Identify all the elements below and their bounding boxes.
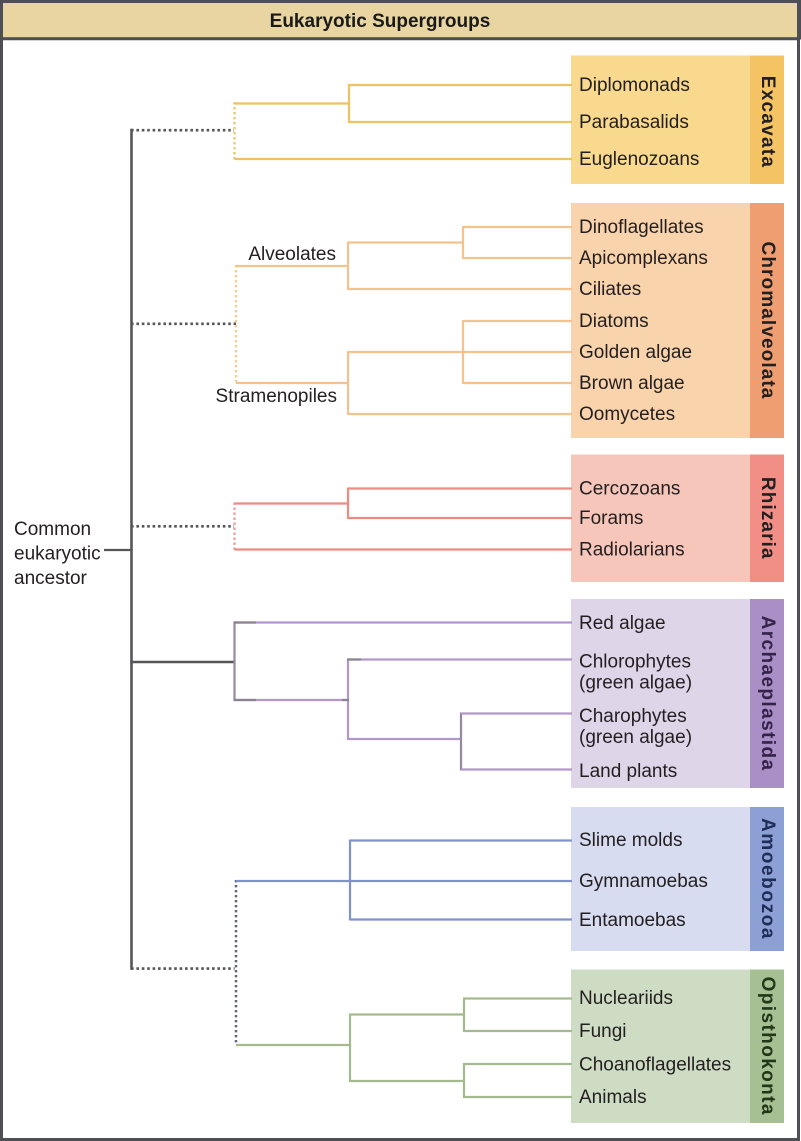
svg-text:Cercozoans: Cercozoans [579, 479, 680, 500]
svg-text:Chromalveolata: Chromalveolata [757, 242, 778, 400]
svg-text:Archaeplastida: Archaeplastida [757, 616, 778, 772]
svg-text:Common: Common [14, 519, 91, 540]
svg-text:Oomycetes: Oomycetes [579, 404, 675, 425]
svg-text:Chlorophytes: Chlorophytes [579, 652, 691, 673]
svg-text:Excavata: Excavata [757, 76, 778, 168]
svg-text:(green algae): (green algae) [579, 727, 692, 748]
svg-text:Eukaryotic Supergroups: Eukaryotic Supergroups [270, 11, 491, 32]
svg-text:Slime molds: Slime molds [579, 830, 682, 851]
svg-text:Amoebozoa: Amoebozoa [757, 818, 778, 940]
svg-text:Euglenozoans: Euglenozoans [579, 149, 699, 170]
svg-text:Entamoebas: Entamoebas [579, 910, 686, 931]
svg-text:Land plants: Land plants [579, 761, 677, 782]
svg-text:Parabasalids: Parabasalids [579, 112, 689, 133]
svg-text:Radiolarians: Radiolarians [579, 540, 685, 561]
svg-text:Gymnamoebas: Gymnamoebas [579, 871, 708, 892]
svg-text:Fungi: Fungi [579, 1021, 627, 1042]
svg-text:Diplomonads: Diplomonads [579, 75, 690, 96]
svg-text:Red algae: Red algae [579, 613, 666, 634]
svg-text:Dinoflagellates: Dinoflagellates [579, 217, 704, 238]
svg-text:eukaryotic: eukaryotic [14, 544, 101, 565]
svg-text:Golden algae: Golden algae [579, 342, 692, 363]
svg-text:ancestor: ancestor [14, 568, 88, 589]
svg-text:Animals: Animals [579, 1087, 647, 1108]
svg-text:Nucleariids: Nucleariids [579, 988, 673, 1009]
svg-text:Choanoflagellates: Choanoflagellates [579, 1055, 731, 1076]
svg-text:Stramenopiles: Stramenopiles [216, 386, 337, 407]
svg-text:Rhizaria: Rhizaria [757, 477, 778, 560]
svg-text:Alveolates: Alveolates [248, 244, 336, 265]
svg-text:(green algae): (green algae) [579, 673, 692, 694]
svg-text:Opisthokonta: Opisthokonta [757, 977, 778, 1116]
svg-text:Brown algae: Brown algae [579, 373, 685, 394]
svg-text:Charophytes: Charophytes [579, 706, 687, 727]
svg-text:Ciliates: Ciliates [579, 279, 641, 300]
svg-text:Apicomplexans: Apicomplexans [579, 248, 708, 269]
svg-text:Forams: Forams [579, 508, 643, 529]
svg-text:Diatoms: Diatoms [579, 311, 649, 332]
